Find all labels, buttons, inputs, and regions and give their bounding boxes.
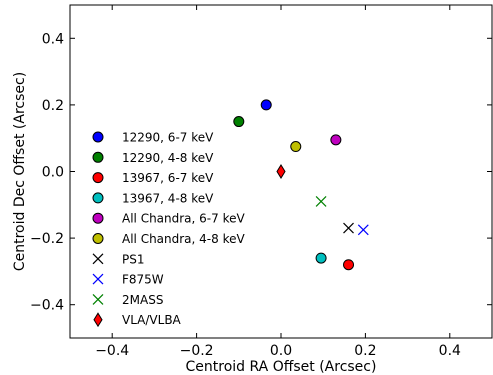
legend-item: 13967, 6-7 keV — [92, 171, 214, 185]
legend-item: All Chandra, 6-7 keV — [92, 212, 245, 226]
legend-item: 13967, 4-8 keV — [92, 191, 214, 205]
legend-item: PS1 — [92, 252, 145, 266]
data-point-8 — [357, 224, 369, 236]
x-tick-label: 0.2 — [354, 343, 376, 359]
data-point-2 — [233, 116, 245, 128]
data-point-3 — [343, 259, 355, 271]
legend-marker — [93, 312, 103, 328]
legend-label: 12290, 6-7 keV — [122, 131, 214, 145]
legend-item: F875W — [92, 273, 164, 287]
legend-label: All Chandra, 6-7 keV — [122, 212, 245, 226]
legend-marker — [92, 131, 104, 143]
legend-marker — [92, 273, 104, 285]
ticks-layer: −0.4 −0.2 0.0 0.2 0.4 0.4 0.2 0.0 −0.2 −0.4 — [30, 5, 492, 359]
data-point-10 — [276, 164, 286, 179]
x-tick-label: 0.0 — [270, 343, 292, 359]
legend-label: 13967, 4-8 keV — [122, 191, 214, 205]
marks-layer — [233, 99, 369, 271]
legend-marker — [92, 253, 104, 265]
legend-item: 2MASS — [92, 293, 163, 307]
legend-label: All Chandra, 4-8 keV — [122, 232, 245, 246]
data-point-9 — [315, 196, 327, 207]
legend-marker — [92, 192, 104, 204]
legend-item: 12290, 4-8 keV — [92, 151, 214, 165]
data-point-7 — [343, 222, 354, 234]
y-tick-label: −0.2 — [30, 231, 64, 247]
y-tick-label: 0.0 — [42, 165, 64, 181]
data-point-6 — [290, 141, 302, 153]
y-axis-label: Centroid Dec Offset (Arcsec) — [12, 72, 28, 271]
legend-label: F875W — [122, 273, 164, 287]
plot-area-frame — [69, 4, 493, 339]
data-point-5 — [330, 134, 342, 146]
x-tick-label: 0.4 — [439, 343, 461, 359]
legend-label: PS1 — [122, 252, 145, 266]
y-tick-label: 0.2 — [42, 98, 64, 114]
x-tick-label: −0.4 — [95, 343, 129, 359]
legend-label: 12290, 4-8 keV — [122, 151, 214, 165]
legend-label: 13967, 6-7 keV — [122, 171, 214, 185]
legend-item: 12290, 6-7 keV — [92, 131, 214, 145]
legend-marker — [92, 233, 104, 244]
legend-marker — [92, 293, 104, 305]
legend-marker — [92, 151, 104, 163]
legend-label: 2MASS — [122, 293, 163, 307]
x-tick-label: −0.2 — [180, 343, 214, 359]
x-axis-label: Centroid RA Offset (Arcsec) — [186, 359, 377, 375]
y-tick-label: −0.4 — [30, 298, 64, 314]
data-point-4 — [315, 252, 327, 264]
legend-label: VLA/VLBA — [122, 313, 182, 327]
y-tick-label: 0.4 — [42, 31, 64, 47]
legend-item: All Chandra, 4-8 keV — [92, 232, 245, 246]
legend: 12290, 6-7 keV 12290, 4-8 keV 13967, 6-7 k… — [92, 131, 245, 328]
legend-item: VLA/VLBA — [93, 312, 182, 328]
legend-marker — [92, 172, 104, 184]
legend-marker — [92, 212, 104, 224]
data-point-1 — [260, 99, 272, 111]
